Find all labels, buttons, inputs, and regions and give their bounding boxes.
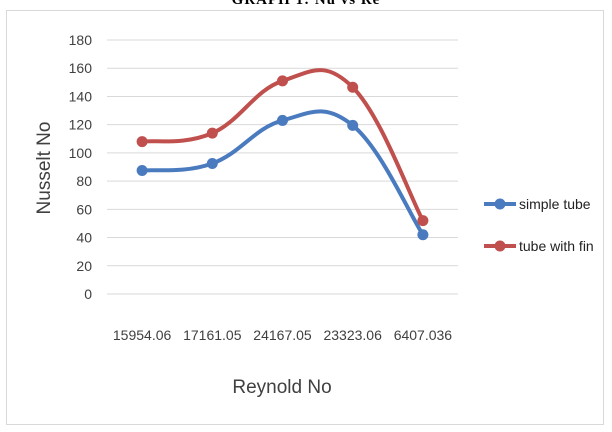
x-tick-label: 6407.036 [394,327,453,343]
y-tick-label: 40 [76,230,92,246]
series-0 [136,109,429,241]
data-point [347,81,359,93]
y-axis-title: Nusselt No [34,122,55,215]
data-point [206,157,218,169]
y-tick-label: 100 [69,145,93,161]
x-tick-label: 15954.06 [113,327,172,343]
data-point [277,75,288,87]
data-point [136,136,148,148]
series-1 [136,68,429,227]
data-point [277,114,288,126]
legend-item: tube with fin [484,238,594,254]
y-tick-label: 0 [84,286,92,302]
y-tick-label: 180 [69,32,93,48]
legend-swatch-marker [494,240,506,252]
data-point [206,127,218,139]
legend: simple tube tube with fin [484,196,594,254]
y-tick-label: 160 [69,60,93,76]
x-tick-label: 17161.05 [183,327,242,343]
y-tick-label: 140 [69,88,93,104]
data-point [347,119,359,131]
page-title: GRAPH 1: Nu vs Re [231,0,381,8]
data-point [417,215,429,227]
y-tick-label: 20 [76,258,92,274]
y-tick-label: 120 [69,117,93,133]
y-tick-label: 80 [76,173,92,189]
x-axis-title: Reynold No [232,377,331,398]
legend-item: simple tube [484,196,591,212]
x-tick-label: 24167.05 [253,327,312,343]
data-point [417,229,429,241]
legend-label: simple tube [519,196,591,212]
legend-swatch-marker [494,198,506,210]
series-line [140,68,425,223]
legend-label: tube with fin [519,238,594,254]
y-tick-label: 60 [76,201,92,217]
chart-frame [6,10,604,425]
x-tick-label: 23323.06 [323,327,382,343]
data-point [136,165,148,177]
